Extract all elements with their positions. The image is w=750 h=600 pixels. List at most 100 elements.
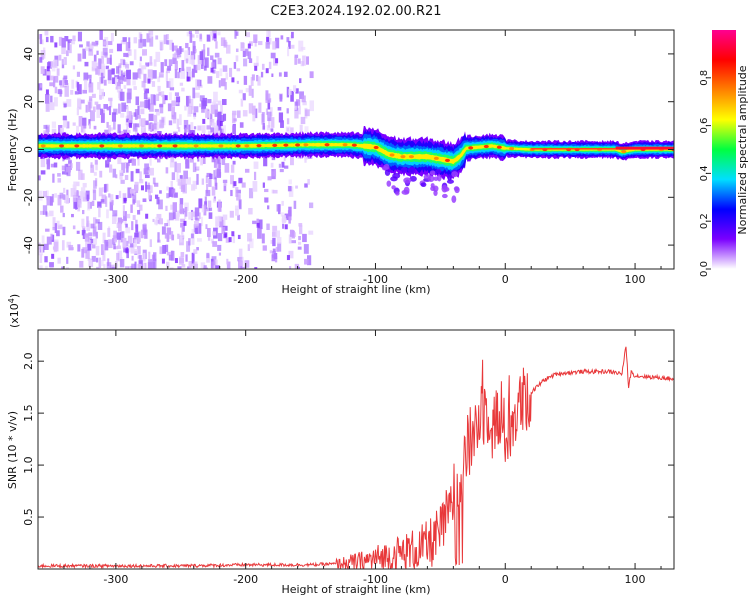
spectrogram-noise [194,227,198,234]
spectrogram-noise [148,122,151,130]
spectrogram-noise [202,97,208,107]
spectrogram-noise [64,80,68,85]
spectrogram-noise [201,125,206,133]
spectrogram-noise [180,252,185,258]
spectrogram-noise [135,123,140,128]
spectrogram-noise [76,197,82,208]
spectrogram-noise [50,233,53,240]
spectrogram-noise [267,205,270,210]
spectrogram-noise [139,119,143,127]
spectrogram-noise-strong [46,66,50,72]
spectrogram-noise [112,168,117,178]
spectrogram-tail-blob [432,185,439,192]
snr-xtick-label: -300 [103,573,128,586]
spectrogram-noise [174,192,178,198]
spectrogram-noise [86,239,92,248]
spectrogram-noise [137,209,141,215]
spectrogram-noise [95,160,98,171]
spectrogram-noise [222,65,228,72]
spectrogram-noise [217,111,222,122]
spectrogram-noise [127,187,132,199]
spectrogram-noise [171,112,177,120]
spectrogram-noise [225,237,230,243]
spectrogram-noise [265,108,269,115]
spectrogram-noise [45,93,50,104]
spectrogram-noise [235,31,239,36]
spectrogram-noise [62,226,66,236]
spectrogram-ytick-label: 0 [22,146,35,153]
spectrogram-noise [50,61,54,68]
spectrogram-noise [46,212,49,217]
spectrogram-noise [79,260,84,268]
spectrogram-noise [298,105,301,115]
spectrogram-noise [277,106,282,111]
spectrogram-noise [108,97,113,102]
spectrogram-noise [85,104,88,113]
spectrogram-noise [59,88,62,97]
spectrogram-tail-blob [383,163,390,170]
spectrogram-noise [144,88,150,94]
spectrogram-noise [115,195,119,200]
spectrogram-noise [169,87,175,91]
spectrogram-noise [211,256,217,266]
spectrogram-noise [84,79,88,90]
spectrogram-hotspot [157,144,163,148]
spectrogram-noise [217,244,222,251]
spectrogram-noise [236,189,241,194]
spectrogram-noise [132,80,136,86]
spectrogram-noise [103,184,107,193]
spectrogram-noise [93,229,96,235]
spectrogram-noise [90,164,95,173]
spectrogram-noise [238,248,243,260]
spectrogram-noise [174,161,177,173]
spectrogram-noise [127,49,132,56]
spectrogram-noise [50,163,55,168]
spectrogram-noise [127,162,130,167]
spectrogram-noise [120,88,123,93]
spectrogram-noise [171,172,176,181]
spectrogram-noise [116,232,122,240]
spectrogram-noise [261,63,265,70]
spectrogram-noise [87,74,92,79]
spectrogram-noise [284,213,290,221]
spectrogram-noise [64,86,69,97]
spectrogram-noise [158,199,163,210]
spectrogram-noise [68,44,72,54]
spectrogram-noise [146,166,150,171]
spectrogram-noise [182,208,187,215]
spectrogram-noise [212,101,217,105]
spectrogram-noise [165,244,169,253]
spectrogram-noise [268,98,272,103]
spectrogram-noise [307,179,310,185]
spectrogram-noise [105,196,108,207]
spectrogram-noise [168,59,173,67]
spectrogram-noise [198,212,201,220]
spectrogram-noise [165,71,168,82]
spectrogram-noise [271,171,277,177]
spectrogram-noise [172,57,177,65]
spectrogram-noise [77,244,81,252]
spectrogram-noise [138,254,142,262]
spectrogram-noise [238,89,243,94]
spectrogram-noise [119,130,124,137]
spectrogram-noise [53,75,59,83]
spectrogram-noise [162,94,166,105]
spectrogram-noise [174,69,178,79]
spectrogram-noise [187,106,192,117]
spectrogram-noise [133,112,136,117]
spectrogram-noise [134,181,139,191]
spectrogram-noise [159,104,164,108]
spectrogram-noise-strong [266,36,270,42]
spectrogram-noise [159,40,164,50]
spectrogram-noise [251,88,254,98]
spectrogram-noise [112,210,118,217]
spectrogram-noise [99,30,103,40]
spectrogram-noise [155,35,159,40]
spectrogram-noise [56,68,60,76]
spectrogram-noise [148,30,154,36]
snr-data [38,346,674,569]
spectrogram-noise [177,71,180,79]
spectrogram-noise [113,238,118,243]
spectrogram-noise [95,66,100,75]
spectrogram-noise [53,162,58,168]
